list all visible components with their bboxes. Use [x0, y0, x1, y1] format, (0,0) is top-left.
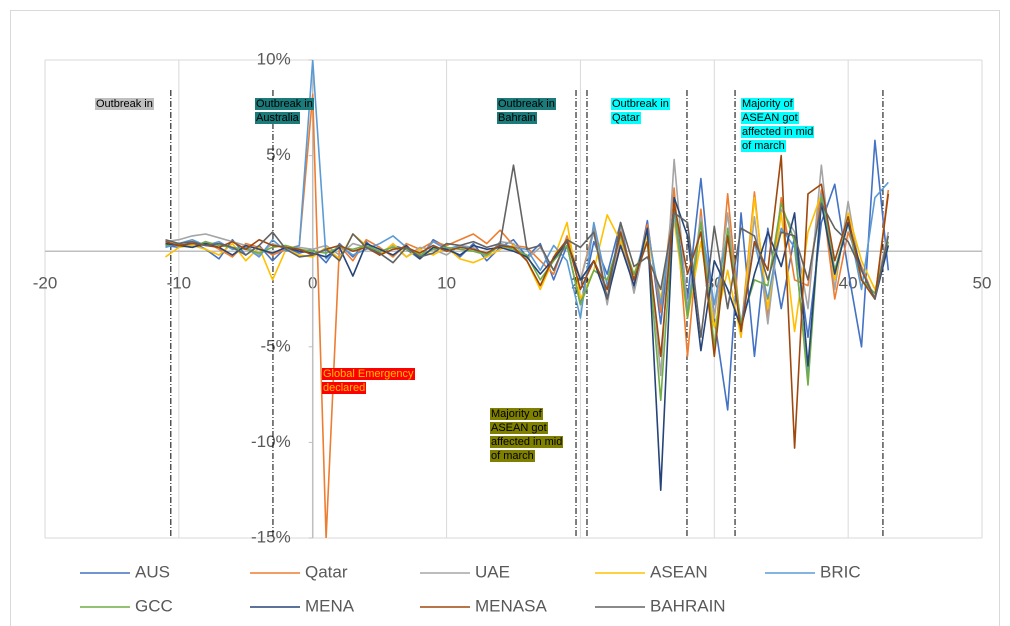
legend-label: BAHRAIN	[650, 596, 726, 615]
series-line	[165, 164, 890, 339]
y-tick-label: 10%	[257, 49, 291, 68]
y-tick-label: 5%	[266, 145, 291, 164]
legend-label: BRIC	[820, 562, 861, 581]
annotation: Outbreak in Bahrain	[497, 97, 567, 125]
y-tick-label: -10%	[251, 432, 291, 451]
annotation-text: Outbreak in Australia	[255, 98, 314, 124]
legend-label: ASEAN	[650, 562, 708, 581]
x-tick-label: 50	[973, 274, 992, 293]
x-tick-label: 40	[839, 274, 858, 293]
annotation-text: Outbreak in Bahrain	[497, 98, 556, 124]
x-tick-label: 10	[437, 274, 456, 293]
series-line	[165, 154, 890, 449]
legend-label: GCC	[135, 596, 173, 615]
annotation: Global Emergency declared	[322, 367, 422, 395]
series-line	[165, 196, 890, 402]
y-tick-label: -5%	[260, 336, 290, 355]
annotation-text: Outbreak in	[95, 98, 154, 110]
annotation-text: Outbreak in Qatar	[611, 98, 670, 124]
annotation-text: Global Emergency declared	[322, 368, 415, 394]
legend-label: AUS	[135, 562, 170, 581]
annotation-text: Majority of ASEAN got affected in mid of…	[741, 98, 815, 152]
annotation: Outbreak in Australia	[255, 97, 325, 125]
annotation: Majority of ASEAN got affected in mid of…	[741, 97, 821, 153]
x-tick-label: -10	[167, 274, 192, 293]
legend-label: UAE	[475, 562, 510, 581]
legend-label: MENASA	[475, 596, 547, 615]
x-tick-label: -20	[33, 274, 58, 293]
annotation-text: Majority of ASEAN got affected in mid of…	[490, 408, 564, 462]
y-tick-label: -15%	[251, 527, 291, 546]
legend-label: Qatar	[305, 562, 348, 581]
legend-label: MENA	[305, 596, 355, 615]
annotation: Majority of ASEAN got affected in mid of…	[490, 407, 570, 463]
annotation: Outbreak in	[95, 97, 185, 111]
annotation: Outbreak in Qatar	[611, 97, 681, 125]
